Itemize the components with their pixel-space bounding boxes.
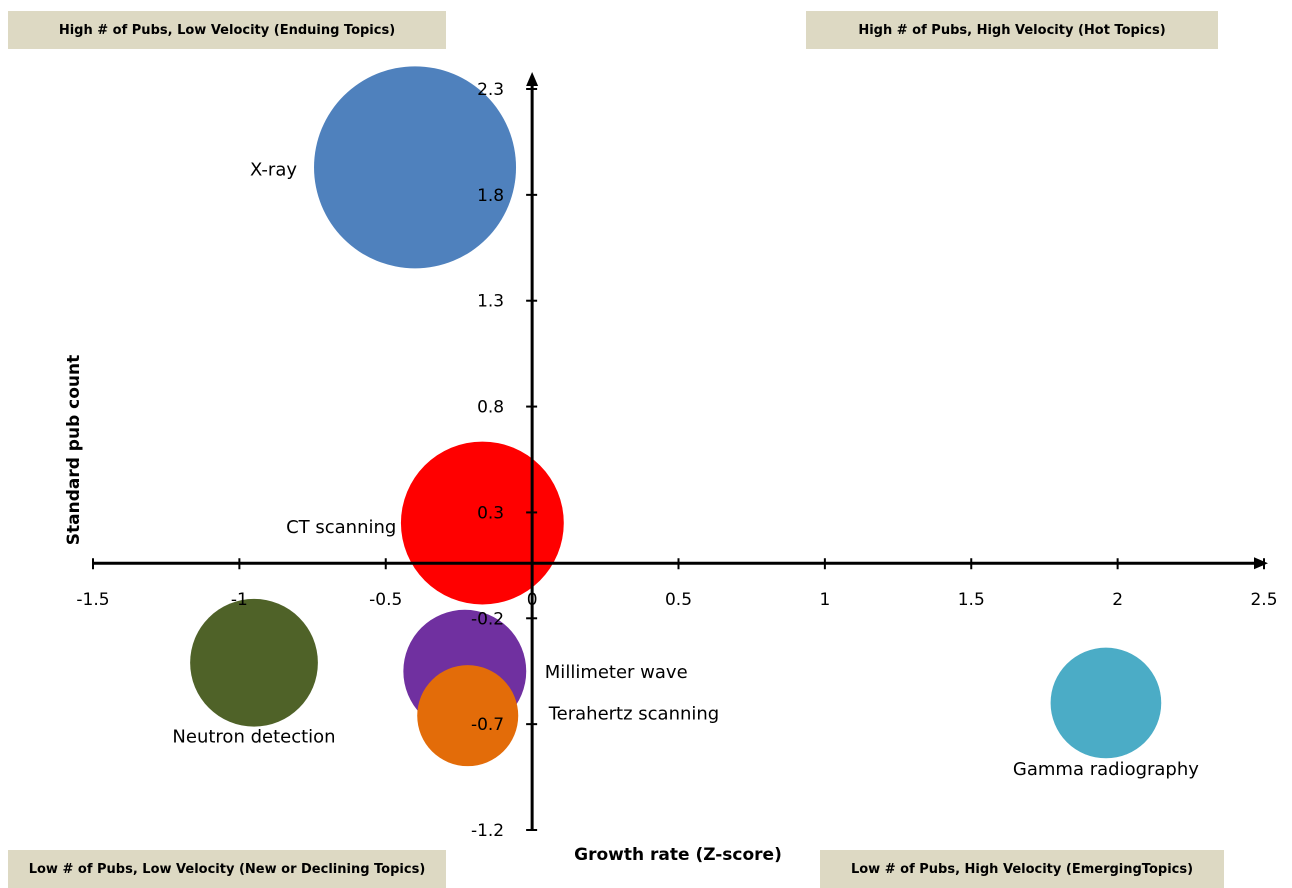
y-tick-label: -1.2 <box>471 821 504 841</box>
quadrant-label-top-right: High # of Pubs, High Velocity (Hot Topic… <box>806 11 1218 49</box>
bubble-label-millimeter-wave: Millimeter wave <box>545 662 688 683</box>
bubble-label-x-ray: X-ray <box>250 159 297 180</box>
bubble-neutron-detection <box>190 598 318 727</box>
bubble-layer <box>190 66 1162 767</box>
y-axis-arrow <box>526 72 539 86</box>
x-tick-label: 1.5 <box>958 590 985 610</box>
x-tick-label: 0.5 <box>665 590 692 610</box>
x-axis-title: Growth rate (Z-score) <box>574 845 782 865</box>
x-tick-label: 2 <box>1112 590 1123 610</box>
bubble-label-terahertz-scanning: Terahertz scanning <box>548 704 720 725</box>
y-tick-label: 2.3 <box>477 80 504 100</box>
x-axis-arrow <box>1254 557 1268 570</box>
y-tick-label: -0.7 <box>471 715 504 735</box>
bubble-label-neutron-detection: Neutron detection <box>172 727 335 748</box>
x-tick-label: 1 <box>819 590 830 610</box>
x-tick-label: -0.5 <box>369 590 402 610</box>
bubble-gamma-radiography <box>1050 647 1162 759</box>
x-tick-label: -1 <box>231 590 248 610</box>
y-tick-label: -0.2 <box>471 609 504 629</box>
y-tick-label: 0.3 <box>477 503 504 523</box>
y-axis-title: Standard pub count <box>64 355 84 546</box>
quadrant-label-bottom-right: Low # of Pubs, High Velocity (EmergingTo… <box>820 850 1224 888</box>
quadrant-label-top-left: High # of Pubs, Low Velocity (Enduing To… <box>8 11 446 49</box>
x-tick-label: -1.5 <box>76 590 109 610</box>
bubble-x-ray <box>314 66 517 269</box>
quadrant-label-bottom-left: Low # of Pubs, Low Velocity (New or Decl… <box>8 850 446 888</box>
y-tick-label: 1.3 <box>477 292 504 312</box>
bubble-label-layer: X-ray CT scanning Neutron detection Millime… <box>172 159 1199 780</box>
bubble-label-gamma-radiography: Gamma radiography <box>1013 759 1199 780</box>
x-tick-label: 2.5 <box>1250 590 1277 610</box>
x-tick-label: 0 <box>527 590 538 610</box>
axes-layer <box>92 72 1268 831</box>
y-tick-label: 0.8 <box>477 398 504 418</box>
tick-label-layer: -1.5 -1 -0.5 0 0.5 1 1.5 2 2.5 2.3 1.8 1.3 0.8 0.3 -0.… <box>76 80 1277 841</box>
y-tick-label: 1.8 <box>477 186 504 206</box>
bubble-terahertz-scanning <box>417 665 519 767</box>
bubble-label-ct-scanning: CT scanning <box>286 517 396 538</box>
